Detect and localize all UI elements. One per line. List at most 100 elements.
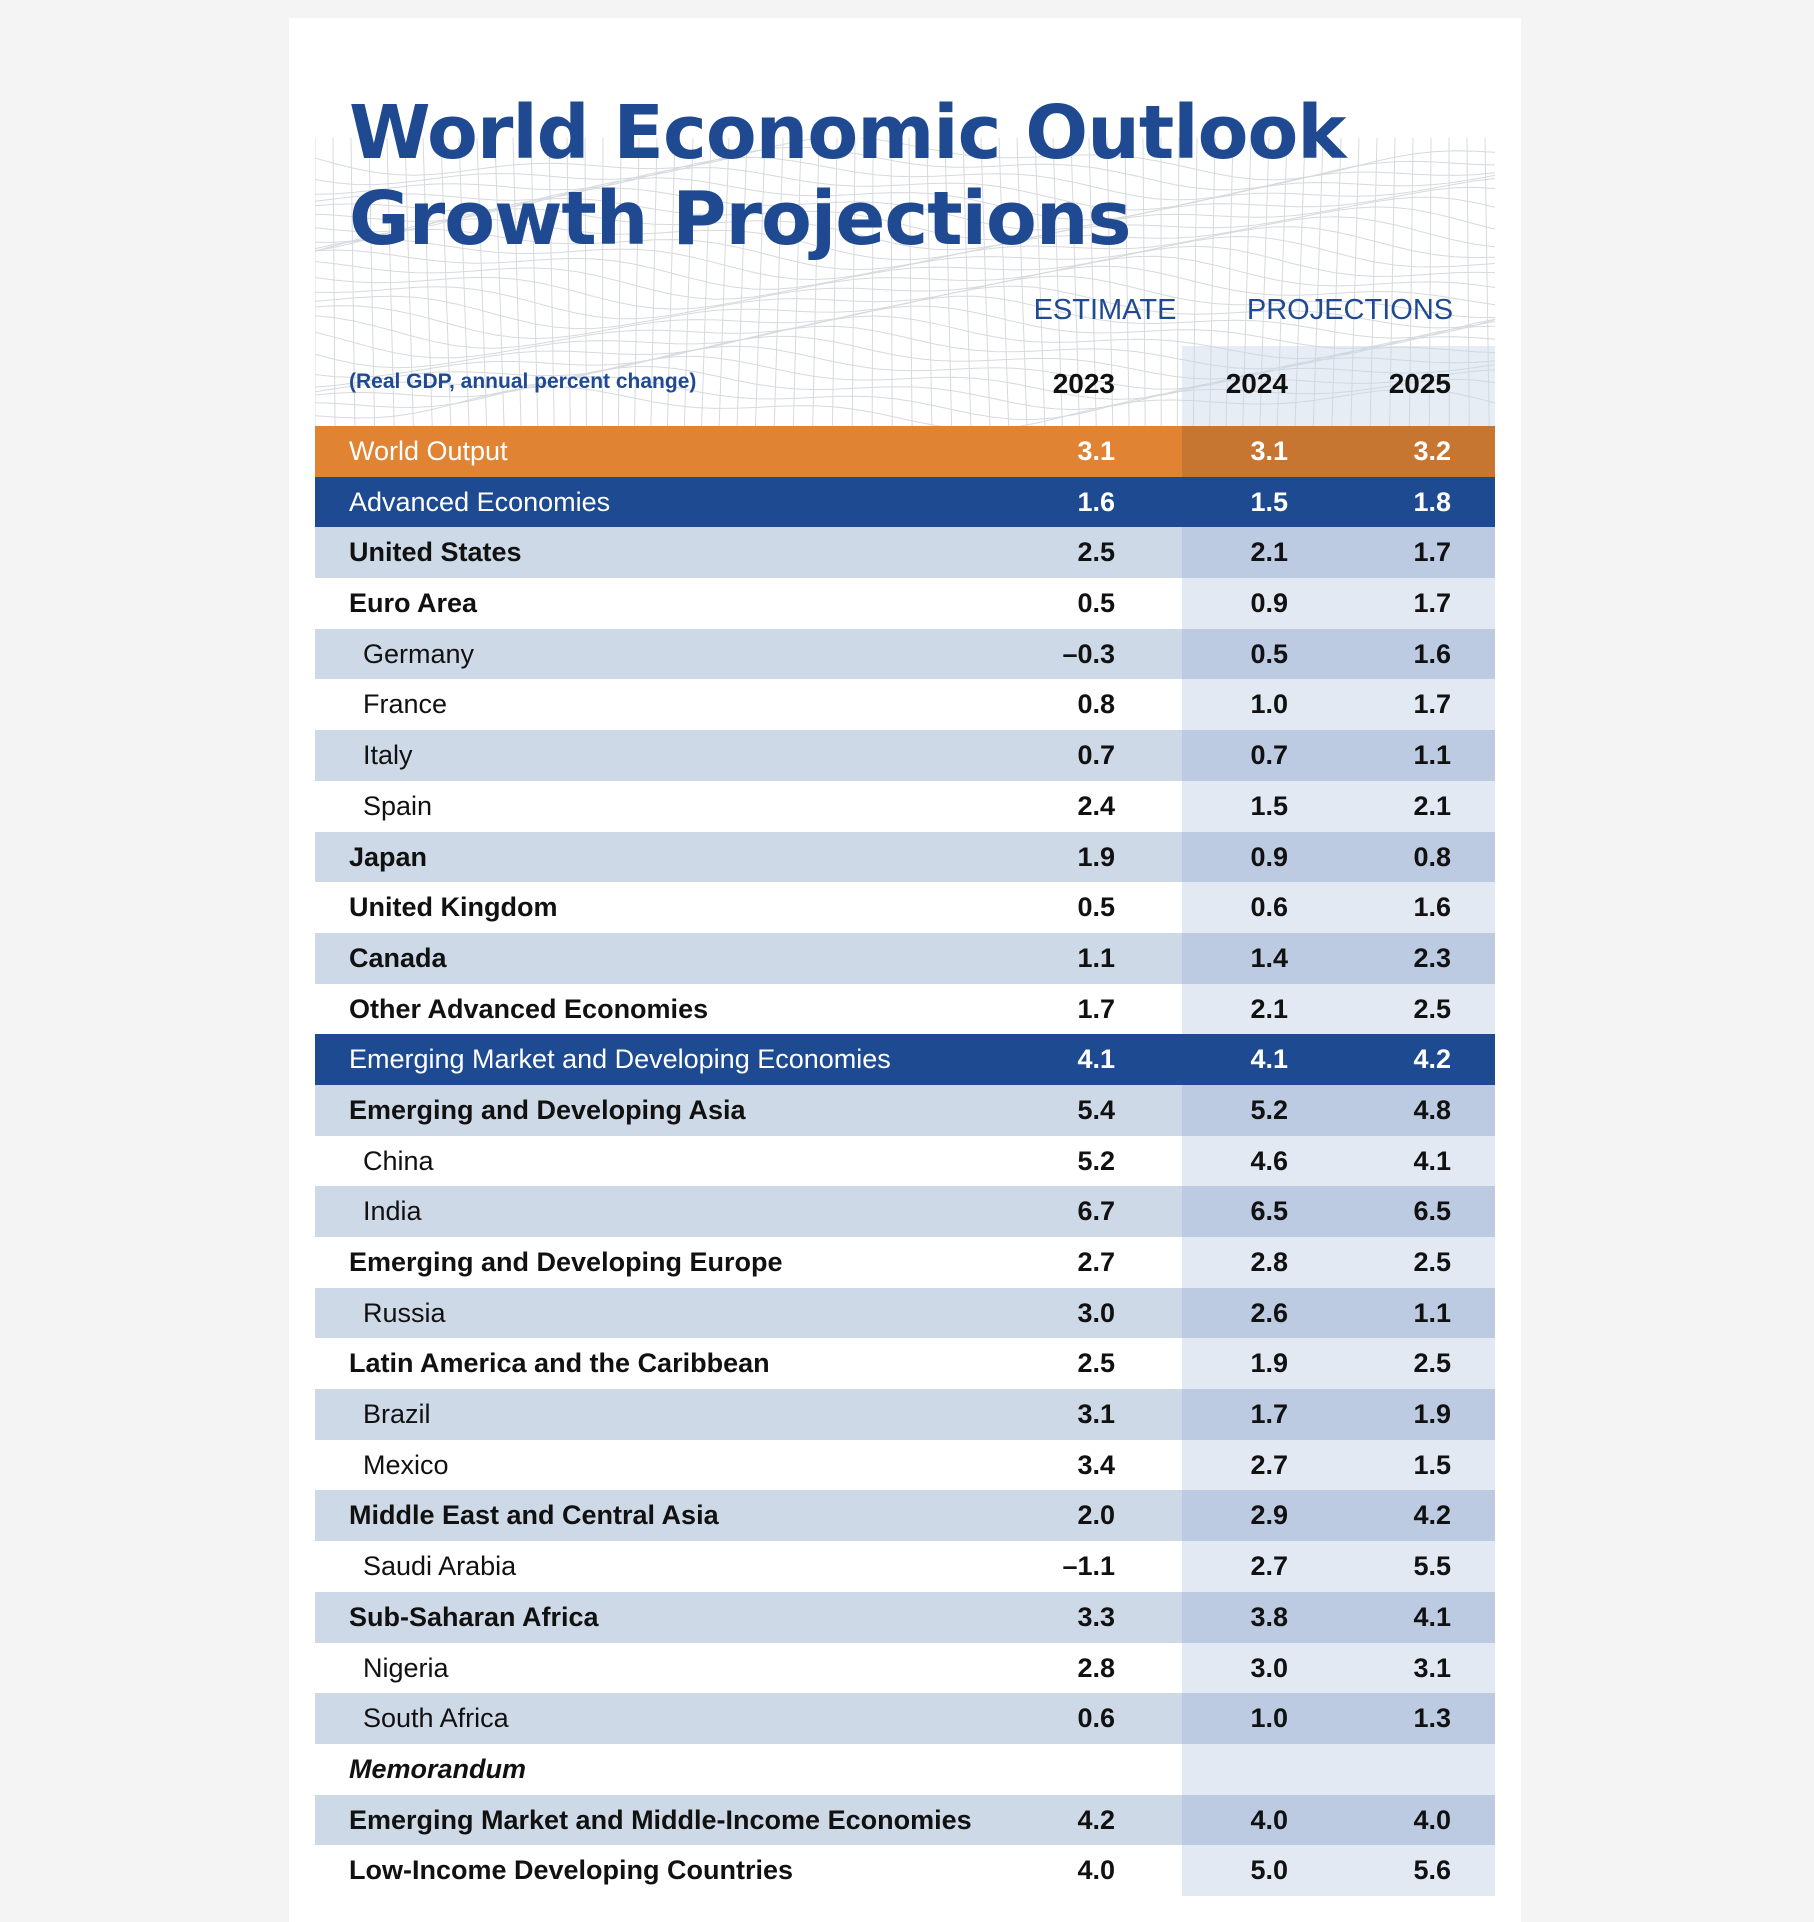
row-projection-background	[1182, 1237, 1495, 1288]
row-background	[315, 1743, 1182, 1795]
value-2023: 1.1	[1077, 942, 1115, 973]
row-background	[315, 1389, 1182, 1440]
row-background	[315, 882, 1182, 933]
value-2024: 1.0	[1250, 1703, 1288, 1734]
value-2023: 5.4	[1077, 1094, 1115, 1125]
row-projection-background	[1182, 1541, 1495, 1592]
table-row: Mexico 3.4 2.7 1.5	[315, 1439, 1495, 1491]
row-projection-background	[1182, 1135, 1495, 1187]
value-2024: 4.0	[1250, 1804, 1288, 1835]
value-2025: 4.2	[1413, 1500, 1451, 1531]
row-background	[315, 1541, 1182, 1592]
row-background	[315, 1287, 1182, 1339]
value-2024: 0.5	[1250, 638, 1288, 669]
row-label: India	[363, 1196, 422, 1227]
row-label: Emerging Market and Middle-Income Econom…	[349, 1804, 972, 1835]
row-projection-background	[1182, 780, 1495, 832]
row-background	[315, 1490, 1182, 1542]
row-projection-background	[1182, 1389, 1495, 1440]
value-2025: 2.5	[1413, 1247, 1451, 1277]
row-projection-background	[1182, 1084, 1495, 1136]
value-2025: 6.5	[1413, 1196, 1451, 1227]
value-2023: 3.0	[1077, 1297, 1115, 1328]
row-label: South Africa	[363, 1703, 509, 1734]
value-2024: 1.5	[1250, 486, 1288, 517]
table-row: Low-Income Developing Countries 4.0 5.0 5.6	[315, 1845, 1495, 1896]
row-projection-background	[1182, 679, 1495, 731]
row-label: Canada	[349, 942, 447, 973]
value-2023: –1.1	[1062, 1551, 1115, 1582]
row-background	[315, 578, 1182, 629]
row-projection-background	[1182, 1743, 1495, 1795]
value-2023: 1.9	[1077, 841, 1115, 872]
row-projection-background	[1182, 1439, 1495, 1491]
value-2024: 1.0	[1250, 689, 1288, 720]
table-row: India 6.7 6.5 6.5	[315, 1186, 1495, 1237]
value-2024: 2.7	[1250, 1449, 1288, 1480]
value-2025: 1.7	[1413, 689, 1451, 720]
table-row: Sub-Saharan Africa 3.3 3.8 4.1	[315, 1591, 1495, 1643]
table-row: United Kingdom 0.5 0.6 1.6	[315, 882, 1495, 933]
row-projection-background	[1182, 1845, 1495, 1896]
row-label: Italy	[363, 740, 413, 771]
row-background	[315, 780, 1182, 832]
value-2023: 4.1	[1077, 1044, 1115, 1075]
value-2023: 4.2	[1077, 1804, 1115, 1835]
wave-mesh-background	[315, 138, 1495, 428]
value-2024: 3.1	[1250, 436, 1288, 466]
value-2023: 2.5	[1077, 537, 1115, 568]
row-background	[315, 1237, 1182, 1288]
row-projection-background	[1182, 1642, 1495, 1694]
value-2023: 3.1	[1077, 1399, 1115, 1430]
value-2024: 0.6	[1250, 892, 1288, 923]
value-2024: 1.9	[1250, 1348, 1288, 1379]
row-projection-background	[1182, 476, 1495, 528]
row-background	[315, 1034, 1182, 1085]
row-label: United Kingdom	[349, 892, 558, 923]
row-background	[315, 1794, 1182, 1846]
row-label: Middle East and Central Asia	[349, 1500, 719, 1531]
value-2023: 2.4	[1077, 790, 1115, 821]
value-2023: 1.6	[1077, 486, 1115, 517]
value-2023: 0.6	[1077, 1703, 1115, 1734]
row-label: United States	[349, 537, 522, 568]
table-row: Italy 0.7 0.7 1.1	[315, 730, 1495, 781]
value-2025: 3.1	[1413, 1652, 1451, 1683]
row-label: Low-Income Developing Countries	[349, 1855, 794, 1886]
table-row: Euro Area 0.5 0.9 1.7	[315, 578, 1495, 629]
value-2024: 1.5	[1250, 790, 1288, 821]
value-2023: 0.5	[1077, 588, 1115, 619]
row-background	[315, 1135, 1182, 1187]
table-row: Japan 1.9 0.9 0.8	[315, 831, 1495, 883]
value-2023: 2.7	[1077, 1247, 1115, 1277]
value-2024: 5.0	[1250, 1855, 1288, 1886]
table-row: Memorandum	[315, 1743, 1495, 1795]
value-2024: 0.9	[1250, 841, 1288, 872]
title-line-1: World Economic Outlook	[349, 90, 1347, 176]
row-projection-background	[1182, 730, 1495, 781]
value-2025: 0.8	[1413, 841, 1451, 872]
table-row: China 5.2 4.6 4.1	[315, 1135, 1495, 1187]
value-2025: 1.5	[1413, 1449, 1451, 1480]
row-background	[315, 1845, 1182, 1896]
table-row: Emerging Market and Middle-Income Econom…	[315, 1794, 1495, 1846]
row-label: World Output	[349, 436, 508, 466]
row-label: China	[363, 1145, 434, 1176]
table-row: United States 2.5 2.1 1.7	[315, 527, 1495, 579]
row-label: Emerging and Developing Europe	[349, 1247, 783, 1277]
row-projection-background	[1182, 426, 1495, 477]
value-2024: 1.4	[1250, 942, 1288, 973]
value-2023: 1.7	[1077, 993, 1115, 1024]
projections-header: PROJECTIONS	[1246, 294, 1454, 326]
row-label: Spain	[363, 790, 433, 821]
row-label: Emerging Market and Developing Economies	[349, 1044, 891, 1075]
value-2024: 3.0	[1250, 1652, 1288, 1683]
row-background	[315, 1084, 1182, 1136]
year-2024-header: 2024	[1225, 368, 1288, 399]
value-2024: 3.8	[1250, 1601, 1288, 1632]
table-row: Middle East and Central Asia 2.0 2.9 4.2	[315, 1490, 1495, 1542]
row-label: France	[363, 689, 448, 720]
row-background	[315, 831, 1182, 883]
row-projection-background	[1182, 831, 1495, 883]
value-2025: 1.7	[1413, 537, 1451, 568]
